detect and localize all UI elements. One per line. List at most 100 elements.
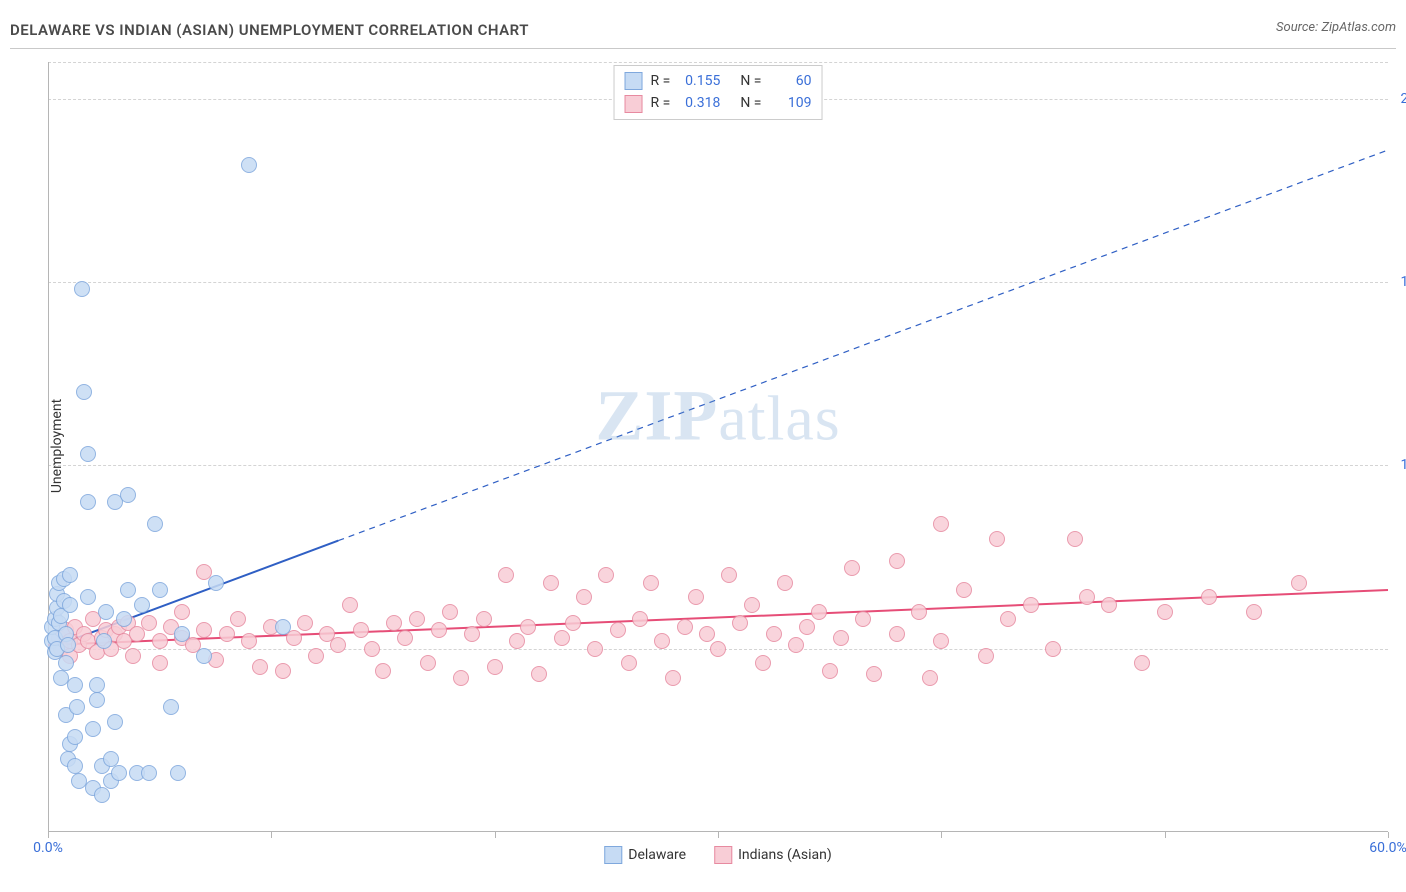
data-point-indians bbox=[330, 637, 346, 653]
data-point-indians bbox=[799, 619, 815, 635]
data-point-indians bbox=[610, 622, 626, 638]
x-tick bbox=[1165, 832, 1166, 838]
data-point-indians bbox=[721, 567, 737, 583]
data-point-indians bbox=[509, 633, 525, 649]
data-point-indians bbox=[353, 622, 369, 638]
data-point-indians bbox=[833, 630, 849, 646]
legend-item-delaware: Delaware bbox=[604, 846, 686, 864]
data-point-delaware bbox=[89, 677, 105, 693]
data-point-indians bbox=[453, 670, 469, 686]
data-point-indians bbox=[1000, 611, 1016, 627]
data-point-indians bbox=[811, 604, 827, 620]
data-point-delaware bbox=[163, 699, 179, 715]
data-point-indians bbox=[643, 575, 659, 591]
data-point-delaware bbox=[147, 516, 163, 532]
data-point-delaware bbox=[111, 765, 127, 781]
data-point-indians bbox=[364, 641, 380, 657]
source-label: Source: ZipAtlas.com bbox=[1276, 20, 1396, 35]
series-legend: Delaware Indians (Asian) bbox=[604, 846, 831, 864]
data-point-indians bbox=[431, 622, 447, 638]
data-point-indians bbox=[587, 641, 603, 657]
data-point-delaware bbox=[196, 648, 212, 664]
x-tick bbox=[718, 832, 719, 838]
x-tick bbox=[48, 832, 49, 838]
chart-title: DELAWARE VS INDIAN (ASIAN) UNEMPLOYMENT … bbox=[10, 21, 529, 39]
data-point-indians bbox=[710, 641, 726, 657]
data-point-indians bbox=[375, 663, 391, 679]
data-point-indians bbox=[152, 655, 168, 671]
data-point-indians bbox=[125, 648, 141, 664]
legend-item-indians: Indians (Asian) bbox=[714, 846, 832, 864]
data-point-indians bbox=[230, 611, 246, 627]
swatch-delaware bbox=[604, 846, 622, 864]
data-point-indians bbox=[219, 626, 235, 642]
data-point-delaware bbox=[94, 787, 110, 803]
data-point-indians bbox=[1201, 589, 1217, 605]
swatch-indians bbox=[625, 95, 643, 113]
data-point-indians bbox=[755, 655, 771, 671]
data-point-indians bbox=[1134, 655, 1150, 671]
data-point-indians bbox=[699, 626, 715, 642]
data-point-indians bbox=[621, 655, 637, 671]
data-point-indians bbox=[342, 597, 358, 613]
data-point-delaware bbox=[174, 626, 190, 642]
data-point-indians bbox=[275, 663, 291, 679]
data-point-delaware bbox=[80, 589, 96, 605]
data-point-delaware bbox=[120, 487, 136, 503]
data-point-indians bbox=[822, 663, 838, 679]
data-point-indians bbox=[531, 666, 547, 682]
data-point-indians bbox=[397, 630, 413, 646]
data-point-indians bbox=[654, 633, 670, 649]
data-point-indians bbox=[889, 553, 905, 569]
trend-lines bbox=[48, 62, 1388, 832]
data-point-indians bbox=[844, 560, 860, 576]
data-point-indians bbox=[732, 615, 748, 631]
data-point-delaware bbox=[89, 692, 105, 708]
data-point-indians bbox=[1045, 641, 1061, 657]
y-tick-label: 15.0% bbox=[1390, 274, 1406, 290]
data-point-delaware bbox=[275, 619, 291, 635]
data-point-indians bbox=[1079, 589, 1095, 605]
data-point-indians bbox=[1023, 597, 1039, 613]
x-tick-label: 60.0% bbox=[1369, 840, 1406, 856]
data-point-indians bbox=[565, 615, 581, 631]
x-tick-label: 0.0% bbox=[33, 840, 63, 856]
data-point-delaware bbox=[141, 765, 157, 781]
data-point-indians bbox=[543, 575, 559, 591]
data-point-indians bbox=[688, 589, 704, 605]
data-point-indians bbox=[520, 619, 536, 635]
data-point-indians bbox=[978, 648, 994, 664]
data-point-delaware bbox=[98, 604, 114, 620]
data-point-indians bbox=[386, 615, 402, 631]
data-point-indians bbox=[196, 622, 212, 638]
data-point-delaware bbox=[170, 765, 186, 781]
data-point-indians bbox=[855, 611, 871, 627]
data-point-indians bbox=[911, 604, 927, 620]
data-point-delaware bbox=[96, 633, 112, 649]
data-point-delaware bbox=[134, 597, 150, 613]
data-point-indians bbox=[933, 516, 949, 532]
data-point-delaware bbox=[67, 729, 83, 745]
data-point-indians bbox=[632, 611, 648, 627]
data-point-indians bbox=[174, 604, 190, 620]
header-divider bbox=[10, 48, 1396, 49]
data-point-indians bbox=[554, 630, 570, 646]
data-point-delaware bbox=[58, 655, 74, 671]
data-point-indians bbox=[1157, 604, 1173, 620]
chart-header: DELAWARE VS INDIAN (ASIAN) UNEMPLOYMENT … bbox=[10, 20, 1396, 50]
data-point-indians bbox=[152, 633, 168, 649]
data-point-indians bbox=[665, 670, 681, 686]
data-point-indians bbox=[866, 666, 882, 682]
data-point-indians bbox=[576, 589, 592, 605]
data-point-indians bbox=[241, 633, 257, 649]
data-point-indians bbox=[420, 655, 436, 671]
legend-row-indians: R = 0.318 N = 109 bbox=[625, 92, 812, 114]
data-point-indians bbox=[677, 619, 693, 635]
data-point-indians bbox=[989, 531, 1005, 547]
data-point-indians bbox=[744, 597, 760, 613]
y-tick-label: 5.0% bbox=[1390, 641, 1406, 657]
data-point-delaware bbox=[62, 567, 78, 583]
x-tick bbox=[1388, 832, 1389, 838]
chart-plot-area: ZIPatlas R = 0.155 N = 60 R = 0.318 N = … bbox=[48, 62, 1388, 832]
data-point-indians bbox=[476, 611, 492, 627]
